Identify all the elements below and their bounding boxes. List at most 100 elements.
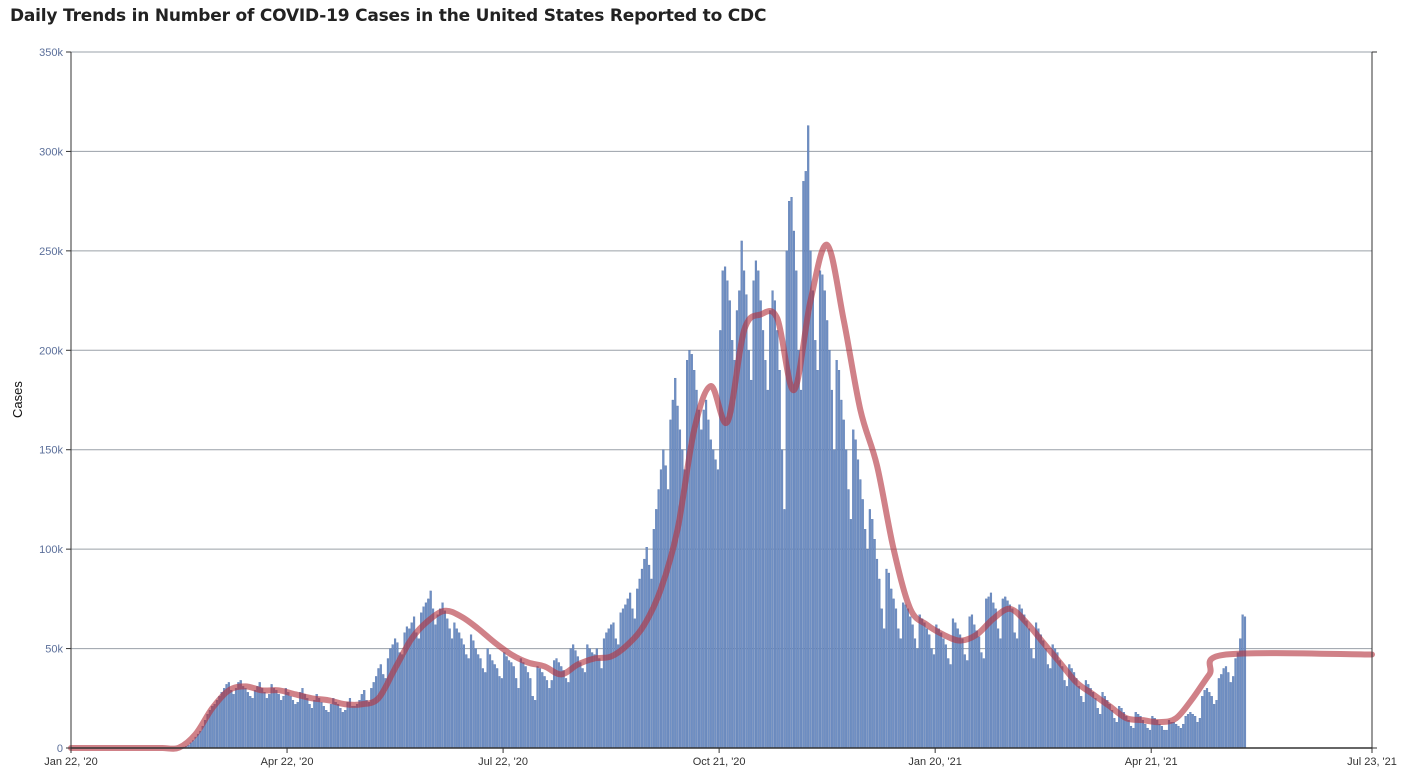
- bar: [263, 692, 266, 749]
- bar: [868, 509, 871, 749]
- bar: [695, 389, 698, 749]
- bar: [959, 634, 962, 749]
- bar: [752, 280, 755, 749]
- bar: [975, 630, 978, 749]
- bar: [1227, 672, 1230, 749]
- bar: [847, 489, 850, 749]
- bar: [441, 602, 444, 749]
- bar: [1006, 600, 1009, 749]
- bar: [484, 672, 487, 749]
- bar: [569, 648, 572, 749]
- bar: [754, 260, 758, 749]
- bar: [232, 694, 235, 749]
- bar: [894, 608, 898, 749]
- bar: [740, 240, 743, 749]
- y-axis-ticks: 0 50k 100k 150k 200k 250k 300k 350k: [39, 47, 71, 755]
- bar: [947, 658, 950, 749]
- bar: [256, 686, 259, 749]
- bar: [771, 290, 774, 749]
- bar: [477, 654, 480, 749]
- bar: [367, 702, 371, 749]
- bar: [1025, 620, 1028, 749]
- bar: [391, 644, 394, 749]
- bar: [928, 634, 931, 749]
- bar: [1110, 710, 1114, 749]
- y-tick-label: 150k: [39, 445, 63, 457]
- bar: [667, 489, 670, 749]
- bar: [450, 638, 454, 749]
- bar: [337, 704, 340, 749]
- bar: [745, 294, 748, 749]
- bar: [726, 280, 729, 749]
- bar: [719, 330, 722, 749]
- bar: [1210, 696, 1213, 749]
- bar: [1008, 604, 1012, 749]
- bar: [678, 429, 682, 749]
- bar: [944, 644, 947, 749]
- bar: [401, 654, 404, 749]
- bar: [498, 676, 501, 749]
- bar: [783, 509, 786, 749]
- bar: [892, 598, 895, 749]
- bar: [1061, 666, 1064, 749]
- bar: [291, 700, 295, 749]
- bar: [690, 354, 693, 749]
- bar: [897, 628, 900, 749]
- bar: [334, 702, 337, 749]
- bar: [600, 668, 603, 749]
- bar: [837, 370, 841, 749]
- x-tick-label: Jan 20, '21: [908, 756, 961, 768]
- bar: [619, 612, 622, 749]
- bar: [296, 702, 299, 749]
- bar: [624, 604, 627, 749]
- bar: [823, 290, 826, 749]
- bar: [1175, 723, 1178, 749]
- bar: [1205, 688, 1209, 749]
- bar: [909, 616, 912, 749]
- bar: [374, 676, 378, 749]
- bar: [833, 449, 836, 749]
- bar: [505, 656, 508, 749]
- bar: [1167, 720, 1171, 749]
- bar: [576, 656, 579, 749]
- bar: [605, 632, 608, 749]
- bar: [788, 200, 791, 749]
- bar: [272, 688, 276, 749]
- bar: [393, 638, 397, 749]
- bar: [420, 612, 423, 749]
- bar: [1046, 664, 1050, 749]
- bar: [747, 350, 750, 749]
- bar: [545, 680, 549, 749]
- bar: [707, 419, 710, 749]
- bar: [1191, 714, 1194, 749]
- bar: [714, 459, 717, 749]
- bar: [1027, 628, 1031, 749]
- bar: [320, 702, 323, 749]
- bar: [973, 624, 976, 749]
- bar: [799, 389, 803, 749]
- x-tick-label: Jul 23, '21: [1347, 756, 1397, 768]
- bar: [522, 662, 525, 749]
- bar: [655, 509, 658, 749]
- bar: [531, 696, 534, 749]
- bar: [1146, 727, 1149, 749]
- bar: [287, 692, 290, 749]
- bar: [581, 668, 584, 749]
- bar: [598, 658, 601, 749]
- bar: [1141, 720, 1144, 749]
- bar: [1015, 638, 1019, 749]
- bar: [327, 712, 330, 749]
- bar: [448, 628, 451, 749]
- bar: [878, 578, 881, 749]
- bar: [548, 688, 551, 749]
- bar: [469, 634, 473, 749]
- bar: [431, 608, 435, 749]
- bar: [797, 350, 800, 749]
- bar: [859, 479, 862, 749]
- bar: [932, 654, 936, 749]
- bar: [429, 590, 432, 749]
- bar: [610, 624, 613, 749]
- bar: [462, 644, 465, 749]
- x-tick-label: Apr 22, '20: [261, 756, 314, 768]
- bar: [1001, 598, 1004, 749]
